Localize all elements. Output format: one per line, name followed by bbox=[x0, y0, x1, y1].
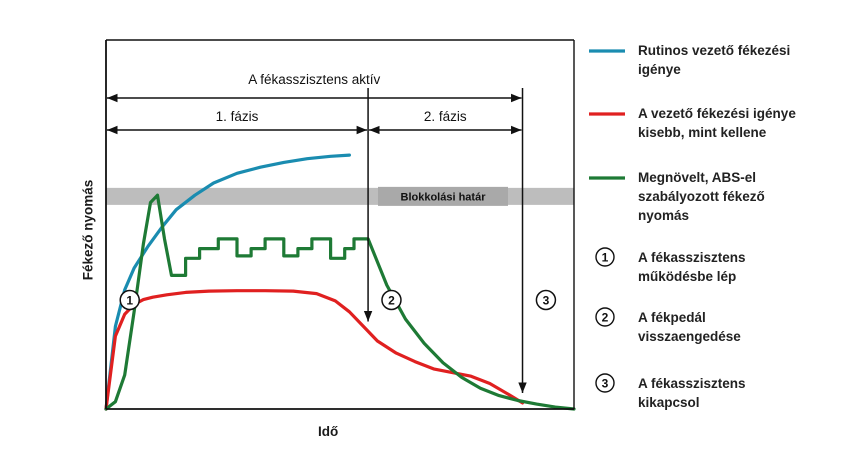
legend-entry-line: kisebb, mint kellene bbox=[638, 125, 767, 140]
legend-entry-line: igénye bbox=[638, 62, 681, 77]
phase-label-1: A fékasszisztens aktív bbox=[248, 72, 380, 87]
legend-entry-line: működésbe lép bbox=[638, 269, 737, 284]
legend-entry-line: kikapcsol bbox=[638, 395, 700, 410]
legend-marker-circle-3 bbox=[595, 373, 615, 393]
legend-entry-line: Megnövelt, ABS-el bbox=[638, 170, 757, 185]
blocking-limit-label-bg bbox=[378, 186, 508, 206]
legend-marker-number-1: 1 bbox=[602, 251, 609, 265]
x-axis-label: Idő bbox=[318, 424, 339, 439]
annotation-number-2: 2 bbox=[388, 294, 395, 308]
blocking-limit-label: Blokkolási határ bbox=[401, 191, 487, 203]
series-line-2 bbox=[104, 289, 525, 411]
legend-entry-line: visszaengedése bbox=[638, 329, 741, 344]
legend-marker-circle-1 bbox=[595, 247, 615, 267]
legend-marker-number-2: 2 bbox=[602, 311, 609, 325]
phase-label-2: 1. fázis bbox=[216, 109, 259, 124]
legend-entry-line: A vezető fékezési igénye bbox=[638, 106, 796, 121]
legend-marker-number-3: 3 bbox=[602, 377, 609, 391]
legend-entry-2: A vezető fékezési igénye kisebb, mint kel… bbox=[638, 104, 796, 142]
annotation-number-3: 3 bbox=[543, 294, 550, 308]
legend-entry-5: A fékpedál visszaengedése bbox=[638, 308, 741, 346]
legend-entry-line: nyomás bbox=[638, 208, 690, 223]
legend-entry-line: szabályozott fékező bbox=[638, 189, 765, 204]
legend-entry-line: Rutinos vezető fékezési bbox=[638, 43, 791, 58]
legend-entry-line: A fékasszisztens bbox=[638, 376, 746, 391]
legend-entry-line: A fékasszisztens bbox=[638, 250, 746, 265]
phase-label-3: 2. fázis bbox=[424, 109, 467, 124]
legend-marker-circle-2 bbox=[595, 307, 615, 327]
legend-entry-1: Rutinos vezető fékezési igénye bbox=[638, 41, 790, 79]
series-line-3 bbox=[104, 193, 576, 411]
annotation-circle-1 bbox=[119, 289, 140, 311]
series-line-1 bbox=[104, 153, 351, 411]
legend-entry-line: A fékpedál bbox=[638, 310, 706, 325]
annotation-circle-3 bbox=[535, 289, 557, 311]
annotation-circle-2 bbox=[381, 289, 402, 311]
annotation-number-1: 1 bbox=[126, 294, 133, 308]
legend-entry-6: A fékasszisztens kikapcsol bbox=[638, 374, 746, 412]
legend-entry-3: Megnövelt, ABS-el szabályozott fékező nyom… bbox=[638, 168, 765, 225]
legend-entry-4: A fékasszisztens működésbe lép bbox=[638, 248, 746, 286]
y-axis-label: Fékező nyomás bbox=[80, 179, 96, 281]
